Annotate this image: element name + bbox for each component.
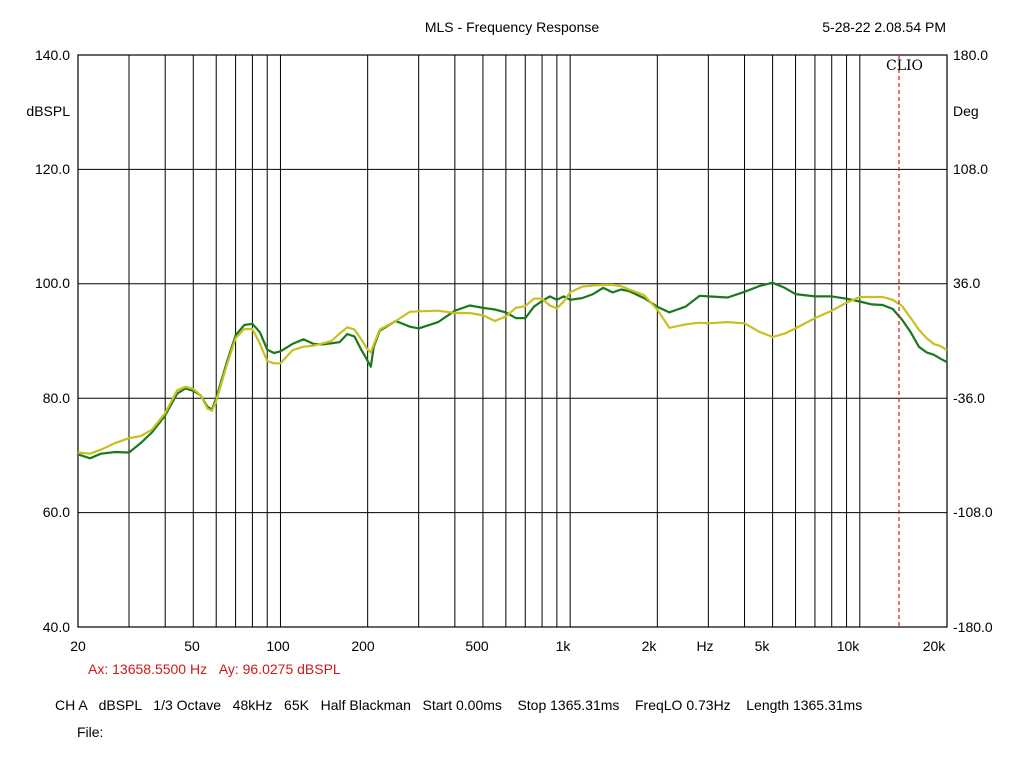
x-tick-label: 20k [922, 638, 946, 654]
timestamp: 5-28-22 2.08.54 PM [822, 19, 946, 35]
left-tick-label: 40.0 [42, 619, 70, 635]
cursor-x-value: Ax: 13658.5500 Hz [88, 661, 208, 677]
left-tick-label: 100.0 [34, 275, 70, 291]
right-tick-label: 36.0 [953, 275, 981, 291]
x-tick-label: 50 [184, 638, 200, 654]
plot-frame [77, 54, 948, 628]
clio-logo: CLIO [886, 58, 924, 74]
left-tick-label: 120.0 [34, 161, 70, 177]
right-tick-label: 108.0 [953, 161, 989, 177]
x-tick-label: 10k [836, 638, 860, 654]
right-tick-label: 180.0 [953, 47, 989, 63]
right-axis-unit: Deg [953, 103, 979, 119]
x-tick-label: 20 [70, 638, 86, 654]
right-tick-label: -36.0 [953, 390, 985, 406]
left-tick-label: 80.0 [42, 390, 70, 406]
x-tick-label: 200 [351, 638, 375, 654]
right-tick-label: -180.0 [953, 619, 993, 635]
x-tick-label: 100 [266, 638, 290, 654]
x-tick-label: 5k [754, 638, 770, 654]
chart-title: MLS - Frequency Response [424, 19, 600, 35]
left-tick-label: 140.0 [34, 47, 70, 63]
series-yellow-line [77, 283, 948, 455]
x-tick-label: 2k [641, 638, 657, 654]
measurement-settings: CH A dBSPL 1/3 Octave 48kHz 65K Half Bla… [55, 697, 863, 713]
right-tick-label: -108.0 [953, 504, 993, 520]
cursor-readout: Ax: 13658.5500 Hz Ay: 96.0275 dBSPL [88, 661, 341, 677]
cursor-y-value: Ay: 96.0275 dBSPL [218, 661, 341, 677]
left-tick-label: 60.0 [42, 504, 70, 520]
x-tick-label: 500 [465, 638, 489, 654]
series-green-line [77, 281, 948, 460]
x-tick-label: 1k [555, 638, 571, 654]
x-axis-unit: Hz [696, 638, 714, 654]
left-axis-unit: dBSPL [26, 103, 70, 119]
file-label: File: [77, 724, 104, 740]
